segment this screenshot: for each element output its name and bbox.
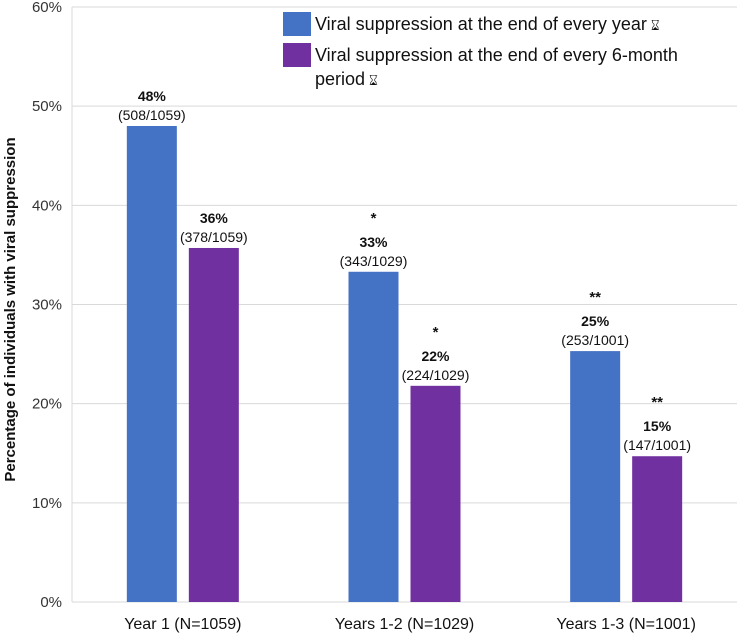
data-label-fraction: (508/1059) [118,107,186,123]
legend-swatch-yearly [283,12,311,36]
data-label-percent: 48% [138,88,167,104]
data-label-fraction: (224/1029) [402,367,470,383]
y-tick-label: 40% [32,197,62,214]
y-tick-label: 20% [32,396,62,413]
bar-yearly [348,271,399,602]
legend-label-yearly: Viral suppression at the end of every ye… [315,14,647,34]
bar-6month [632,456,683,602]
y-tick-label: 60% [32,0,62,16]
y-tick-label: 30% [32,297,62,314]
bar-6month [188,247,239,602]
y-tick-label: 0% [40,594,62,611]
legend: Viral suppression at the end of every ye… [283,12,723,98]
hourglass-icon: ⌛︎ [650,17,660,33]
y-tick-label: 10% [32,495,62,512]
data-label-percent: 22% [421,348,450,364]
legend-label-6month: Viral suppression at the end of every 6-… [315,45,678,65]
legend-label-6month-cont: period [315,69,366,89]
data-label-percent: 33% [359,234,388,250]
hourglass-icon: ⌛︎ [369,72,378,88]
y-tick-label: 50% [32,98,62,115]
data-label-percent: 36% [200,210,229,226]
bar-6month [410,385,461,602]
bar-yearly [570,351,621,602]
legend-swatch-6month [283,43,311,67]
legend-item-6month: Viral suppression at the end of every 6-… [283,43,723,92]
data-label-percent: 15% [643,418,672,434]
data-label-fraction: (253/1001) [561,332,629,348]
significance-marker: ** [589,289,601,306]
legend-item-yearly: Viral suppression at the end of every ye… [283,12,723,37]
y-axis-title: Percentage of individuals with viral sup… [2,137,19,481]
x-tick-label: Years 1-2 (N=1029) [335,616,475,633]
data-label-fraction: (343/1029) [340,253,408,269]
data-label-fraction: (147/1001) [623,437,691,453]
significance-marker: ** [651,394,663,411]
bar-yearly [126,126,177,602]
significance-marker: * [371,210,377,227]
x-tick-label: Years 1-3 (N=1001) [556,616,696,633]
data-label-percent: 25% [581,313,610,329]
x-tick-label: Year 1 (N=1059) [124,616,241,633]
data-label-fraction: (378/1059) [180,229,248,245]
significance-marker: * [433,324,439,341]
